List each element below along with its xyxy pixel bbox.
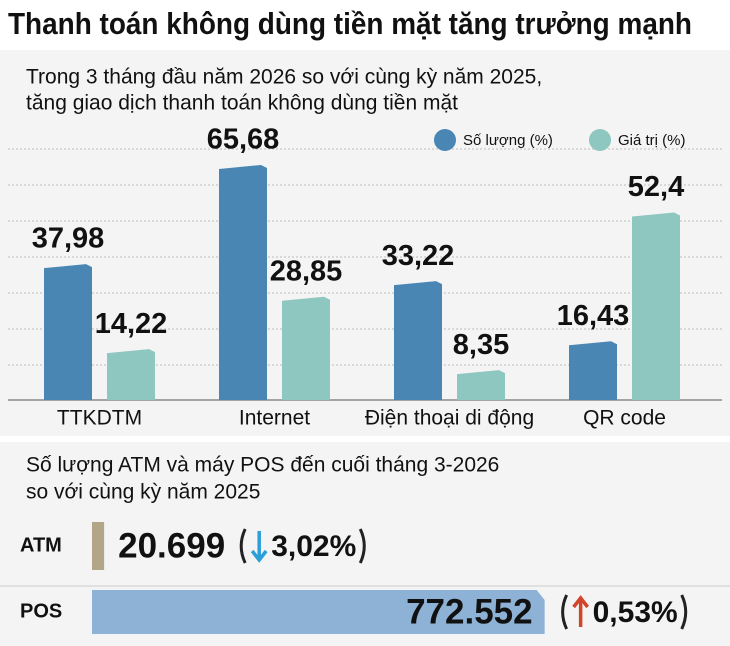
value-label: 33,22 <box>382 240 455 272</box>
bar <box>92 590 545 634</box>
bar <box>569 341 617 400</box>
value-label: 37,98 <box>32 223 105 255</box>
value-label: 65,68 <box>207 124 280 156</box>
bar <box>219 164 267 400</box>
subtitle: Trong 3 tháng đầu năm 2026 so với cùng k… <box>26 66 542 89</box>
change-arrow <box>250 531 268 563</box>
subtitle: tăng giao dịch thanh toán không dùng tiề… <box>26 92 458 115</box>
grid <box>8 148 722 366</box>
value-label: 8,35 <box>453 329 509 361</box>
value-label: 772.552 <box>406 592 533 631</box>
bar <box>632 212 680 400</box>
subtitle: so với cùng kỳ năm 2025 <box>26 481 260 504</box>
bar <box>107 349 155 400</box>
value-label: 28,85 <box>270 255 343 287</box>
row-label: ATM <box>20 534 62 556</box>
legend-swatch <box>434 129 456 151</box>
title: Thanh toán không dùng tiền mặt tăng trưở… <box>8 6 692 41</box>
x-tick-label: TTKDTM <box>57 407 142 430</box>
value-label: 16,43 <box>557 300 630 332</box>
row-label: POS <box>20 600 62 622</box>
x-tick-label: Điện thoại di động <box>365 407 534 430</box>
x-tick-label: QR code <box>583 407 666 430</box>
x-tick-label: Internet <box>239 407 310 430</box>
paren <box>239 528 247 564</box>
legend-label: Giá trị (%) <box>618 132 686 149</box>
bar <box>394 281 442 400</box>
legend-label: Số lượng (%) <box>463 132 553 149</box>
value-label: 14,22 <box>95 308 168 340</box>
legend-swatch <box>589 129 611 151</box>
bar <box>44 264 92 400</box>
bar <box>457 370 505 400</box>
paren <box>358 528 366 564</box>
change-label: 3,02% <box>271 530 356 563</box>
bar <box>92 522 105 570</box>
change-arrow <box>572 595 590 627</box>
paren <box>561 594 569 630</box>
value-label: 52,4 <box>628 171 684 203</box>
paren <box>680 594 688 630</box>
change-label: 0,53% <box>593 596 678 629</box>
subtitle: Số lượng ATM và máy POS đến cuối tháng 3… <box>26 454 499 477</box>
value-label: 20.699 <box>118 526 225 565</box>
bar <box>282 296 330 400</box>
